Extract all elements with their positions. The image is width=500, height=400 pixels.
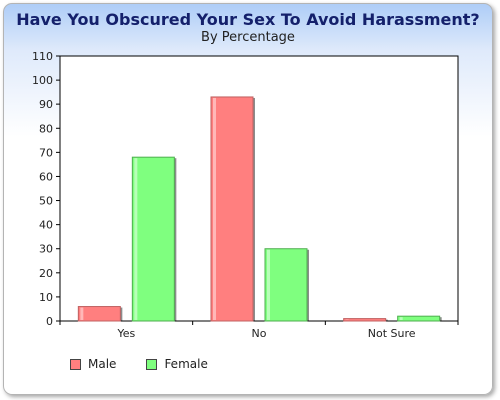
bar-highlight bbox=[80, 307, 84, 320]
legend-label-female: Female bbox=[164, 357, 208, 371]
bar-chart: 0 10 20 30 40 50 60 70 80 90 100 110 Yes No Not Sure bbox=[32, 50, 459, 340]
chart-frame: Have You Obscured Your Sex To Avoid Hara… bbox=[3, 3, 493, 395]
y-tick-label: 50 bbox=[39, 195, 53, 208]
y-tick-label: 90 bbox=[39, 98, 53, 111]
y-tick-label: 60 bbox=[39, 170, 53, 183]
bar-male-not-sure bbox=[343, 318, 387, 322]
y-tick-label: 30 bbox=[39, 243, 53, 256]
legend: Male Female bbox=[70, 356, 238, 372]
y-tick-label: 20 bbox=[39, 267, 53, 280]
y-tick-label: 10 bbox=[39, 291, 53, 304]
y-tick-label: 110 bbox=[32, 50, 53, 63]
chart-title: Have You Obscured Your Sex To Avoid Hara… bbox=[16, 10, 480, 29]
bar-highlight bbox=[267, 249, 270, 320]
plot-area bbox=[59, 55, 459, 322]
y-tick-label: 80 bbox=[39, 122, 53, 135]
bar-female-yes bbox=[131, 156, 175, 322]
legend-item-male: Male bbox=[70, 357, 116, 371]
x-tick-label: Not Sure bbox=[368, 327, 416, 340]
bar-male-yes bbox=[77, 306, 121, 322]
y-tick-label: 70 bbox=[39, 146, 53, 159]
bar-highlight bbox=[134, 158, 138, 320]
x-tick-label: Yes bbox=[116, 327, 135, 340]
y-tick-label: 40 bbox=[39, 219, 53, 232]
legend-item-female: Female bbox=[146, 357, 208, 371]
bar-highlight bbox=[213, 97, 216, 320]
x-tick-label: No bbox=[252, 327, 267, 340]
chart-subtitle: By Percentage bbox=[201, 30, 295, 45]
y-tick-label: 0 bbox=[46, 315, 53, 328]
bar-female-no bbox=[264, 248, 308, 322]
bar-female-not-sure bbox=[397, 315, 441, 322]
bar-male-no bbox=[210, 96, 254, 322]
legend-label-male: Male bbox=[88, 357, 117, 371]
bar-highlight bbox=[399, 317, 403, 320]
y-tick-label: 100 bbox=[32, 74, 53, 87]
legend-swatch-female bbox=[146, 358, 158, 370]
legend-swatch-male bbox=[70, 358, 81, 370]
